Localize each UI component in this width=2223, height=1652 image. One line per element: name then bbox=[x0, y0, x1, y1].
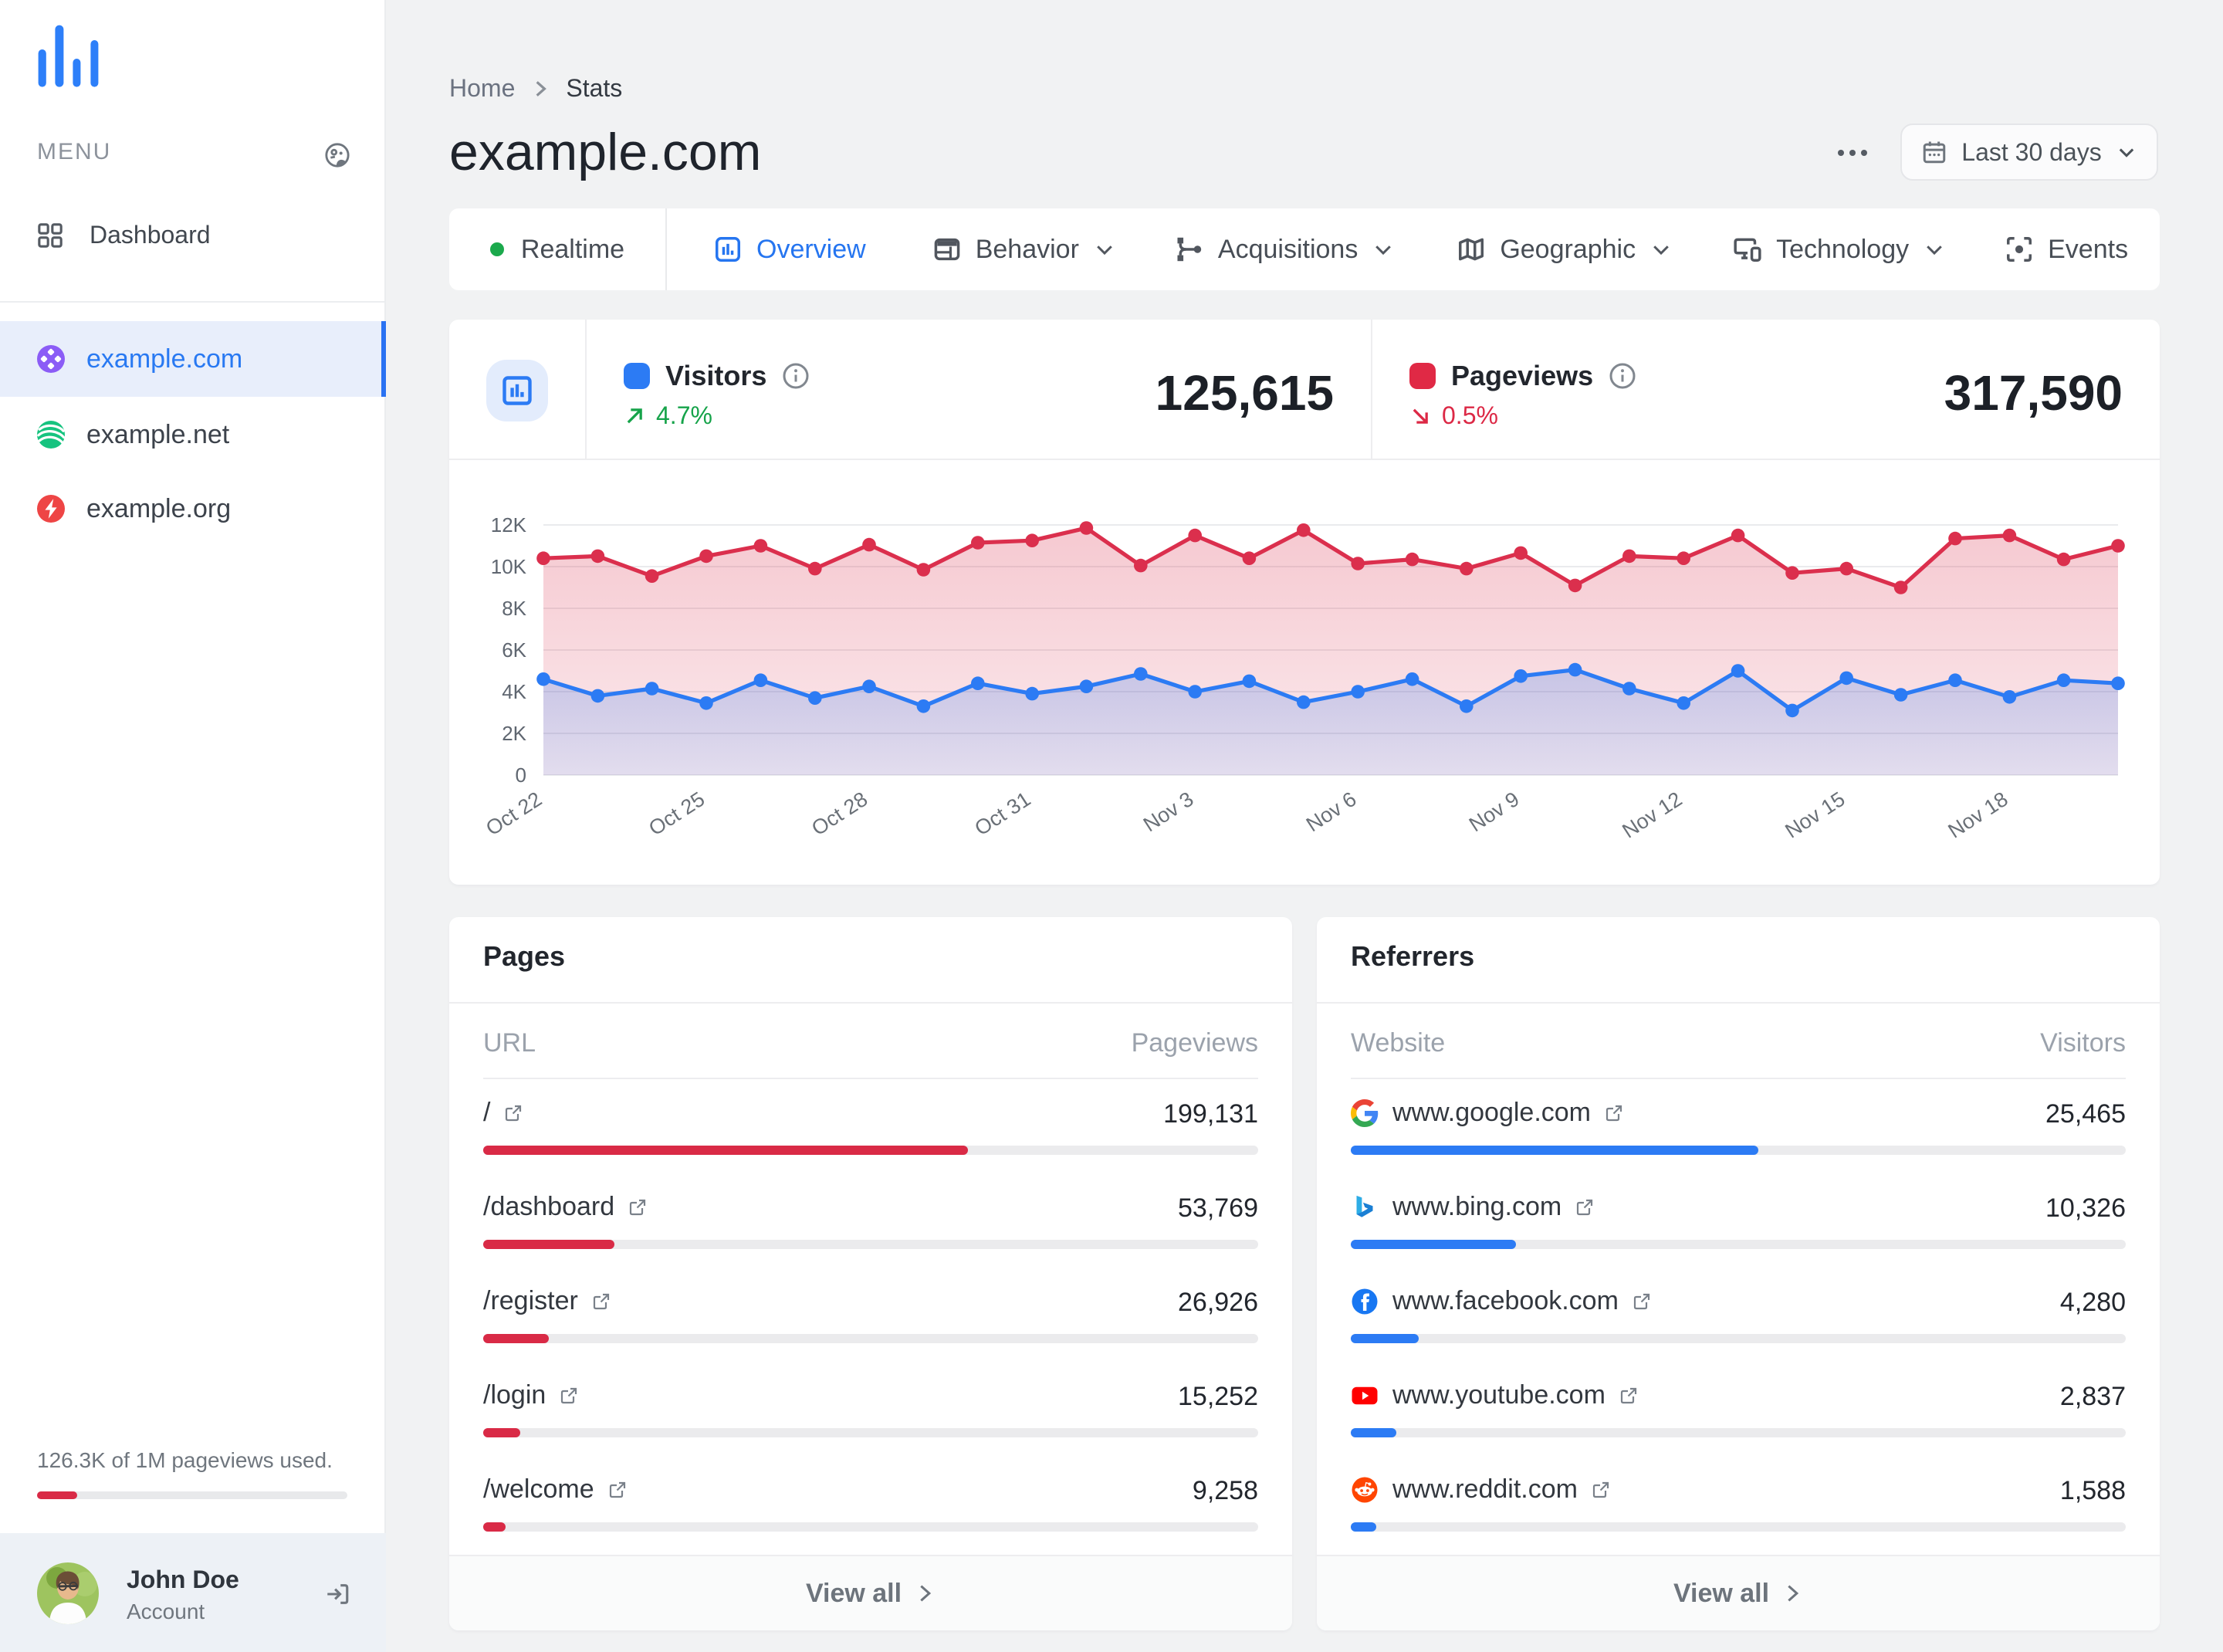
svg-text:2K: 2K bbox=[502, 722, 526, 745]
svg-text:Nov 12: Nov 12 bbox=[1618, 787, 1686, 843]
svg-text:6K: 6K bbox=[502, 638, 526, 662]
svg-text:8K: 8K bbox=[502, 597, 526, 620]
svg-text:4K: 4K bbox=[502, 680, 526, 703]
svg-text:Nov 18: Nov 18 bbox=[1944, 787, 2012, 843]
svg-text:Nov 15: Nov 15 bbox=[1781, 787, 1849, 843]
svg-text:Nov 9: Nov 9 bbox=[1465, 787, 1524, 837]
svg-text:Oct 22: Oct 22 bbox=[482, 787, 546, 840]
svg-text:12K: 12K bbox=[491, 513, 527, 537]
svg-text:0: 0 bbox=[516, 763, 526, 787]
svg-text:Nov 6: Nov 6 bbox=[1302, 787, 1361, 837]
svg-text:Oct 31: Oct 31 bbox=[970, 787, 1034, 840]
svg-text:Nov 3: Nov 3 bbox=[1139, 787, 1198, 837]
svg-text:Oct 25: Oct 25 bbox=[645, 787, 709, 840]
svg-text:10K: 10K bbox=[491, 555, 527, 578]
svg-text:Oct 28: Oct 28 bbox=[807, 787, 871, 840]
